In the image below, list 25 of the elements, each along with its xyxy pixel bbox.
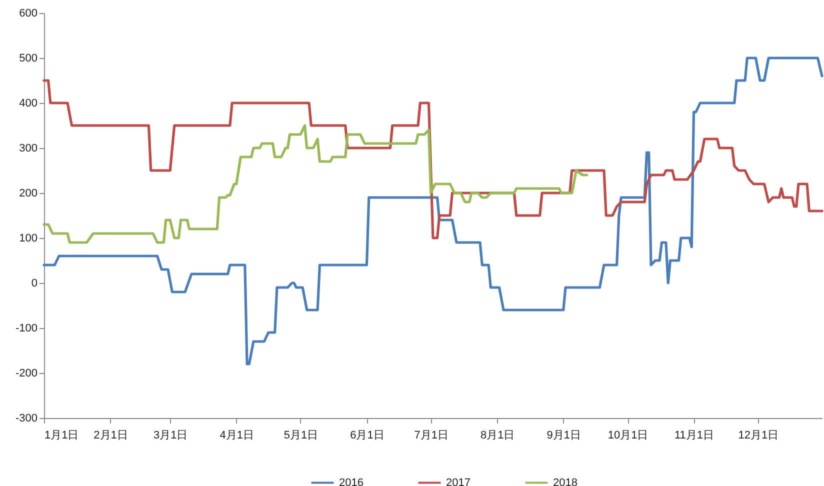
- y-tick-label: 300: [19, 142, 38, 154]
- x-tick-label: 7月1日: [414, 430, 448, 442]
- x-tick-label: 6月1日: [350, 430, 384, 442]
- x-tick-label: 5月1日: [284, 430, 318, 442]
- y-tick-label: 400: [19, 98, 38, 110]
- x-tick-label: 2月1日: [94, 430, 128, 442]
- y-tick-label: 600: [19, 8, 38, 20]
- x-tick-label: 8月1日: [480, 430, 515, 442]
- x-tick-label: 3月1日: [153, 430, 188, 442]
- legend-label: 2018: [553, 476, 578, 486]
- y-tick-label: 0: [31, 278, 38, 290]
- x-tick-label: 1月1日: [44, 430, 79, 442]
- y-tick-label: 500: [19, 52, 38, 64]
- y-tick-label: -100: [15, 322, 38, 334]
- x-tick-label: 11月1日: [674, 430, 714, 442]
- legend-label: 2017: [446, 476, 470, 486]
- y-tick-label: -200: [15, 368, 38, 380]
- x-tick-label: 10月1日: [608, 430, 648, 442]
- y-tick-label: -300: [15, 412, 38, 424]
- y-tick-label: 100: [19, 232, 38, 244]
- legend-label: 2016: [339, 476, 364, 486]
- x-tick-label: 9月1日: [546, 430, 582, 442]
- x-tick-label: 12月1日: [738, 430, 779, 442]
- y-tick-label: 200: [19, 188, 38, 200]
- x-tick-label: 4月1日: [220, 430, 254, 442]
